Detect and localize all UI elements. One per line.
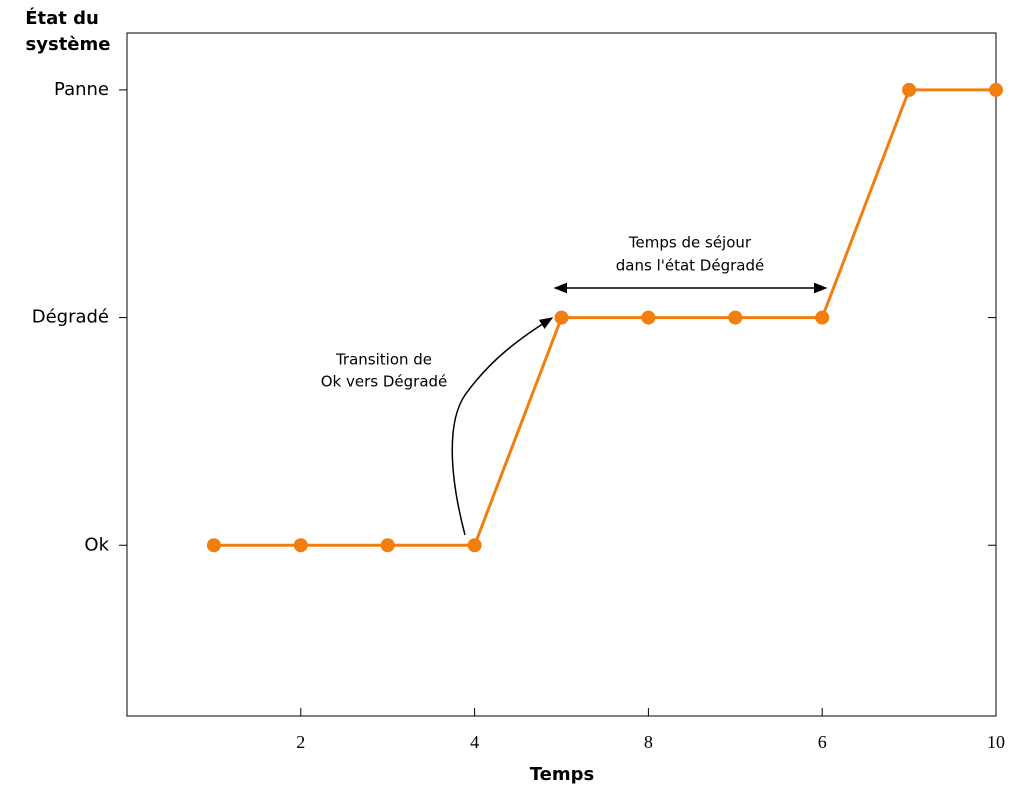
x-tick-label: 6 xyxy=(818,732,827,752)
x-axis-title: Temps xyxy=(530,764,594,785)
data-point xyxy=(554,310,569,325)
x-tick-label: 10 xyxy=(987,732,1005,752)
series-line xyxy=(213,88,996,547)
data-point xyxy=(815,310,830,325)
data-point xyxy=(293,538,308,553)
y-axis-title: système xyxy=(26,34,111,55)
y-tick-label: Dégradé xyxy=(32,307,109,328)
annotation: Temps de séjour xyxy=(628,234,752,252)
x-tick-label: 2 xyxy=(296,732,305,752)
x-tick-label: 4 xyxy=(470,732,479,752)
data-point xyxy=(728,310,743,325)
annotation: Ok vers Dégradé xyxy=(321,373,448,391)
annotation: dans l'état Dégradé xyxy=(616,257,764,275)
plot-frame xyxy=(126,32,997,717)
y-axis-title: État du xyxy=(25,7,99,29)
data-point xyxy=(641,310,656,325)
data-point xyxy=(206,538,221,553)
annotation: Transition de xyxy=(335,351,432,369)
y-tick-label: Ok xyxy=(84,534,109,555)
data-point xyxy=(989,82,1003,97)
data-point xyxy=(380,538,395,553)
transition-arrow xyxy=(451,317,554,536)
y-tick-label: Panne xyxy=(54,79,109,100)
data-point xyxy=(467,538,482,553)
x-tick-label: 8 xyxy=(644,732,653,752)
data-point xyxy=(902,82,917,97)
